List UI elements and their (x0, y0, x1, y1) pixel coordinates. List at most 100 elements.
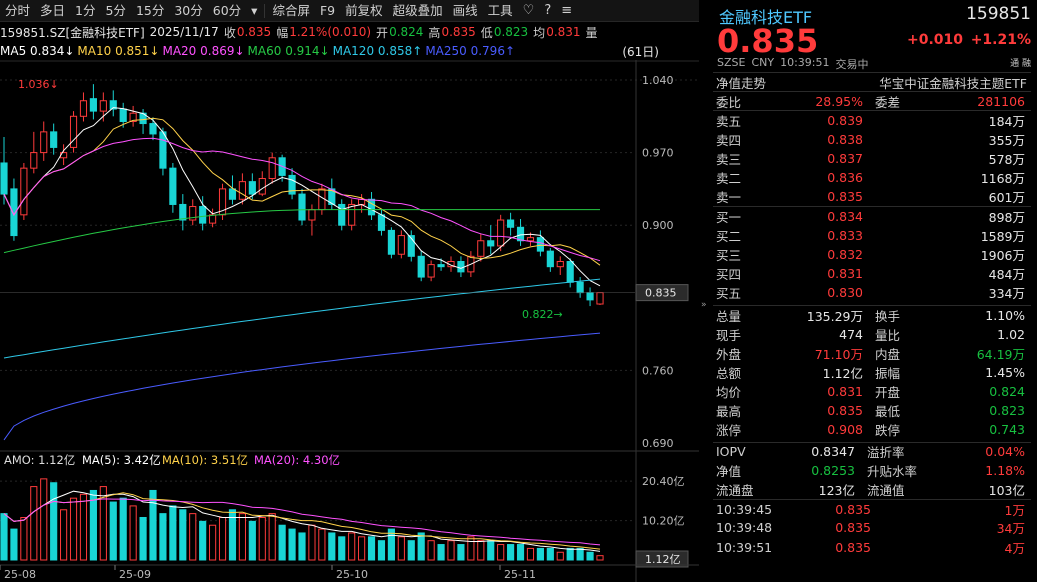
candle-body (457, 261, 465, 273)
high-value: 0.835 (441, 25, 476, 39)
candle-body (99, 100, 107, 112)
volume-axis-label: 20.40亿 (642, 475, 685, 488)
toolbar-item-12[interactable]: 画线 (452, 2, 478, 18)
toolbar-item-8[interactable]: 综合屏 (272, 2, 310, 18)
tick-row: 10:39:48 0.835 34万 (713, 518, 1031, 537)
close-label: 收 (223, 25, 236, 40)
candle-body (30, 152, 38, 169)
toolbar-item-6[interactable]: 60分 (212, 2, 242, 18)
candle-body (159, 131, 167, 169)
ma120-line (3, 278, 601, 359)
low-value: 0.823 (493, 25, 529, 39)
volume-bar (169, 505, 177, 561)
bid-price: 0.833 (827, 227, 863, 243)
ask-row: 卖二 0.836 1168万 (713, 168, 1031, 187)
candle-body (199, 206, 207, 224)
bid-row: 买三 0.832 1906万 (713, 245, 1031, 264)
collapse-panel-icon[interactable]: » (701, 300, 707, 310)
candle-body (268, 157, 276, 180)
candle-body (437, 264, 445, 268)
stat-label: 最低 (875, 404, 901, 420)
candle-body (248, 181, 256, 195)
candle-body (536, 237, 544, 252)
iopv-value: 0.8253 (811, 462, 855, 478)
ask-price: 0.839 (827, 112, 863, 128)
bid-row: 买四 0.831 484万 (713, 264, 1031, 283)
ask-row: 卖一 0.835 601万 (713, 187, 1031, 206)
trade-status: 交易中 (835, 58, 869, 71)
stat-label: 总额 (716, 365, 742, 381)
stat-value: 0.823 (989, 403, 1025, 419)
help-icon[interactable]: ? (544, 2, 552, 18)
volume-bar (437, 544, 445, 561)
bid-price: 0.830 (827, 285, 863, 301)
volume-bar (328, 532, 336, 561)
toolbar-item-5[interactable]: 30分 (174, 2, 203, 18)
bar-date: 2025/11/17 (149, 25, 219, 39)
amp-label: 幅 (276, 25, 289, 40)
toolbar-item-11[interactable]: 超级叠加 (392, 2, 443, 18)
toolbar-item-1[interactable]: 多日 (40, 2, 66, 18)
toolbar-item-3[interactable]: 5分 (105, 2, 126, 18)
toolbar-item-2[interactable]: 1分 (75, 2, 96, 18)
toolbar-item-4[interactable]: 15分 (135, 2, 165, 18)
volume-bar (348, 532, 356, 561)
menu-icon[interactable]: ≡ (561, 2, 573, 18)
toolbar-item-0[interactable]: 分时 (5, 2, 31, 18)
ma60-legend: MA60 0.914↓ (247, 44, 330, 58)
kline-chart-svg[interactable]: 1.040 0.970 0.900 0.760 0.690 0.835 1.036↓ 0.82… (0, 60, 699, 582)
candle-body (189, 206, 197, 221)
volume-bar (298, 532, 306, 561)
stat-value: 1.10% (985, 307, 1025, 323)
kline-chart-area[interactable]: 1.040 0.970 0.900 0.760 0.690 0.835 1.036↓ 0.82… (0, 60, 699, 582)
volume-current-label: 1.12亿 (645, 553, 681, 566)
volume-bar (288, 528, 296, 561)
toolbar-item-10[interactable]: 前复权 (345, 2, 383, 18)
toolbar-item-13[interactable]: 工具 (487, 2, 513, 18)
heart-icon[interactable]: ♡ (522, 2, 535, 18)
stat-value: 135.29万 (806, 308, 863, 324)
ma10-legend: MA10 0.851↓ (77, 44, 160, 58)
volume-bar (586, 551, 594, 561)
iopv-label: 净值 (716, 463, 742, 479)
weicha-value: 281106 (977, 93, 1025, 109)
volume-current-box (635, 550, 689, 568)
last-price: 0.835 (717, 22, 819, 60)
stat-value: 71.10万 (814, 346, 863, 362)
candle-body (507, 219, 515, 228)
stat-row: 涨停 0.908 跌停 0.743 (713, 420, 1031, 439)
nav-trend-link[interactable]: 净值走势 (716, 75, 767, 91)
stat-label: 量比 (875, 327, 901, 343)
period-count[interactable]: (61日) (622, 44, 659, 59)
bid-volume: 898万 (988, 209, 1025, 225)
ask-row: 卖四 0.838 355万 (713, 130, 1031, 149)
iopv-value: 1.18% (985, 462, 1025, 478)
volume-bar (199, 520, 207, 561)
iopv-row: 流通盘 123亿 流通值 103亿 (713, 480, 1031, 499)
toolbar-item-9[interactable]: F9 (319, 2, 336, 18)
ask-label: 卖二 (716, 171, 742, 187)
date-label: 25-10 (336, 568, 368, 581)
stat-row: 均价 0.831 开盘 0.824 (713, 382, 1031, 401)
candle-body (209, 214, 217, 224)
volume-bar (30, 486, 38, 561)
volume-ma5-line (3, 490, 601, 552)
open-value: 0.824 (389, 25, 424, 39)
stat-value: 474 (839, 326, 863, 342)
candle-body (308, 209, 316, 221)
iopv-value: 0.04% (985, 444, 1025, 460)
volume-bar (218, 517, 227, 561)
candle-body (228, 188, 237, 200)
stat-label: 外盘 (716, 346, 742, 362)
candle-body (566, 261, 574, 283)
iopv-row: 净值 0.8253 升贴水率 1.18% (713, 461, 1031, 480)
tick-price: 0.835 (835, 539, 871, 555)
toolbar-item-7[interactable]: ▾ (251, 2, 258, 18)
current-price-label: 0.835 (645, 287, 677, 300)
ask-row: 卖三 0.837 578万 (713, 149, 1031, 168)
stat-label: 跌停 (875, 423, 901, 439)
tick-volume: 1万 (1004, 502, 1025, 518)
volume-bar (407, 540, 415, 561)
ma250-line (3, 332, 601, 441)
candle-body (367, 198, 376, 216)
